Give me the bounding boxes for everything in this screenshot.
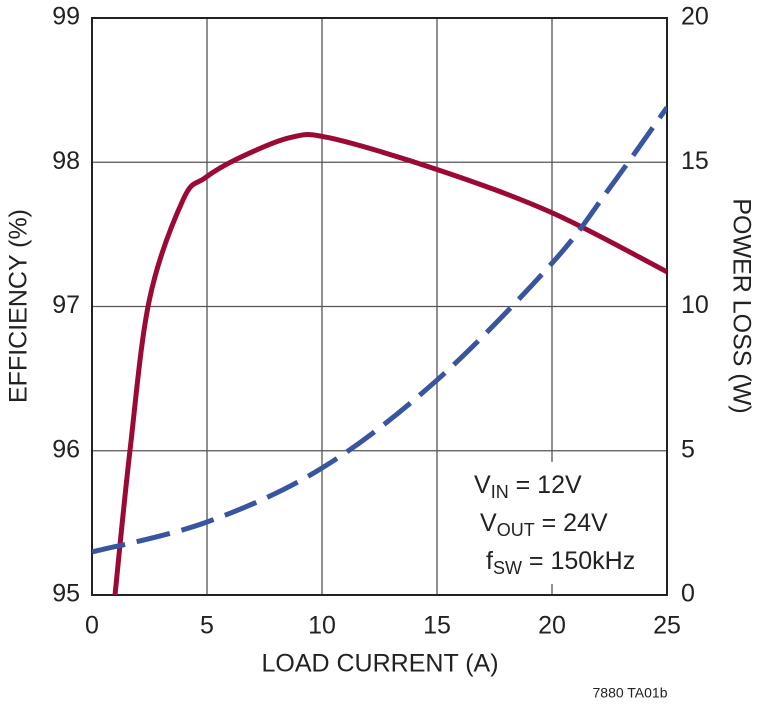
annotation-subscript: OUT — [497, 520, 535, 540]
x-axis-label: LOAD CURRENT (A) — [261, 650, 498, 678]
y-tick-label: 98 — [52, 147, 80, 175]
data-line — [112, 131, 667, 595]
y2-tick-label: 5 — [681, 435, 695, 463]
annotation-text: = 150kHz — [522, 547, 635, 575]
annotation-subscript: SW — [493, 558, 522, 578]
y-axis-label: EFFICIENCY (%) — [5, 209, 33, 403]
annotation: VIN = 12V — [474, 471, 582, 502]
x-tick-label: 20 — [538, 612, 566, 640]
y2-tick-label: 20 — [681, 3, 709, 31]
figure-note: 7880 TA01b — [593, 685, 668, 701]
x-tick-label: 15 — [423, 612, 451, 640]
annotation: fSW = 150kHz — [486, 547, 635, 578]
y2-axis-label: POWER LOSS (W) — [727, 198, 755, 413]
annotation-text: f — [486, 547, 493, 575]
annotation-text: V — [474, 471, 491, 499]
x-tick-label: 10 — [308, 612, 336, 640]
y-tick-label: 97 — [52, 291, 80, 319]
annotation-text: V — [480, 509, 497, 537]
x-tick-label: 5 — [200, 612, 214, 640]
y-tick-label: 99 — [52, 3, 80, 31]
x-tick-label: 0 — [85, 612, 99, 640]
annotation-box — [462, 462, 656, 584]
annotation-subscript: IN — [491, 482, 509, 502]
annotation: VOUT = 24V — [480, 509, 608, 540]
annotation-text: = 24V — [535, 509, 608, 537]
y2-tick-label: 10 — [681, 291, 709, 319]
data-line — [92, 105, 667, 555]
y2-tick-label: 0 — [681, 580, 695, 608]
annotation-text: = 12V — [509, 471, 582, 499]
plot-frame — [91, 17, 668, 596]
y2-tick-label: 15 — [681, 147, 709, 175]
y-tick-label: 96 — [52, 435, 80, 463]
x-tick-label: 25 — [653, 612, 681, 640]
y-tick-label: 95 — [52, 580, 80, 608]
